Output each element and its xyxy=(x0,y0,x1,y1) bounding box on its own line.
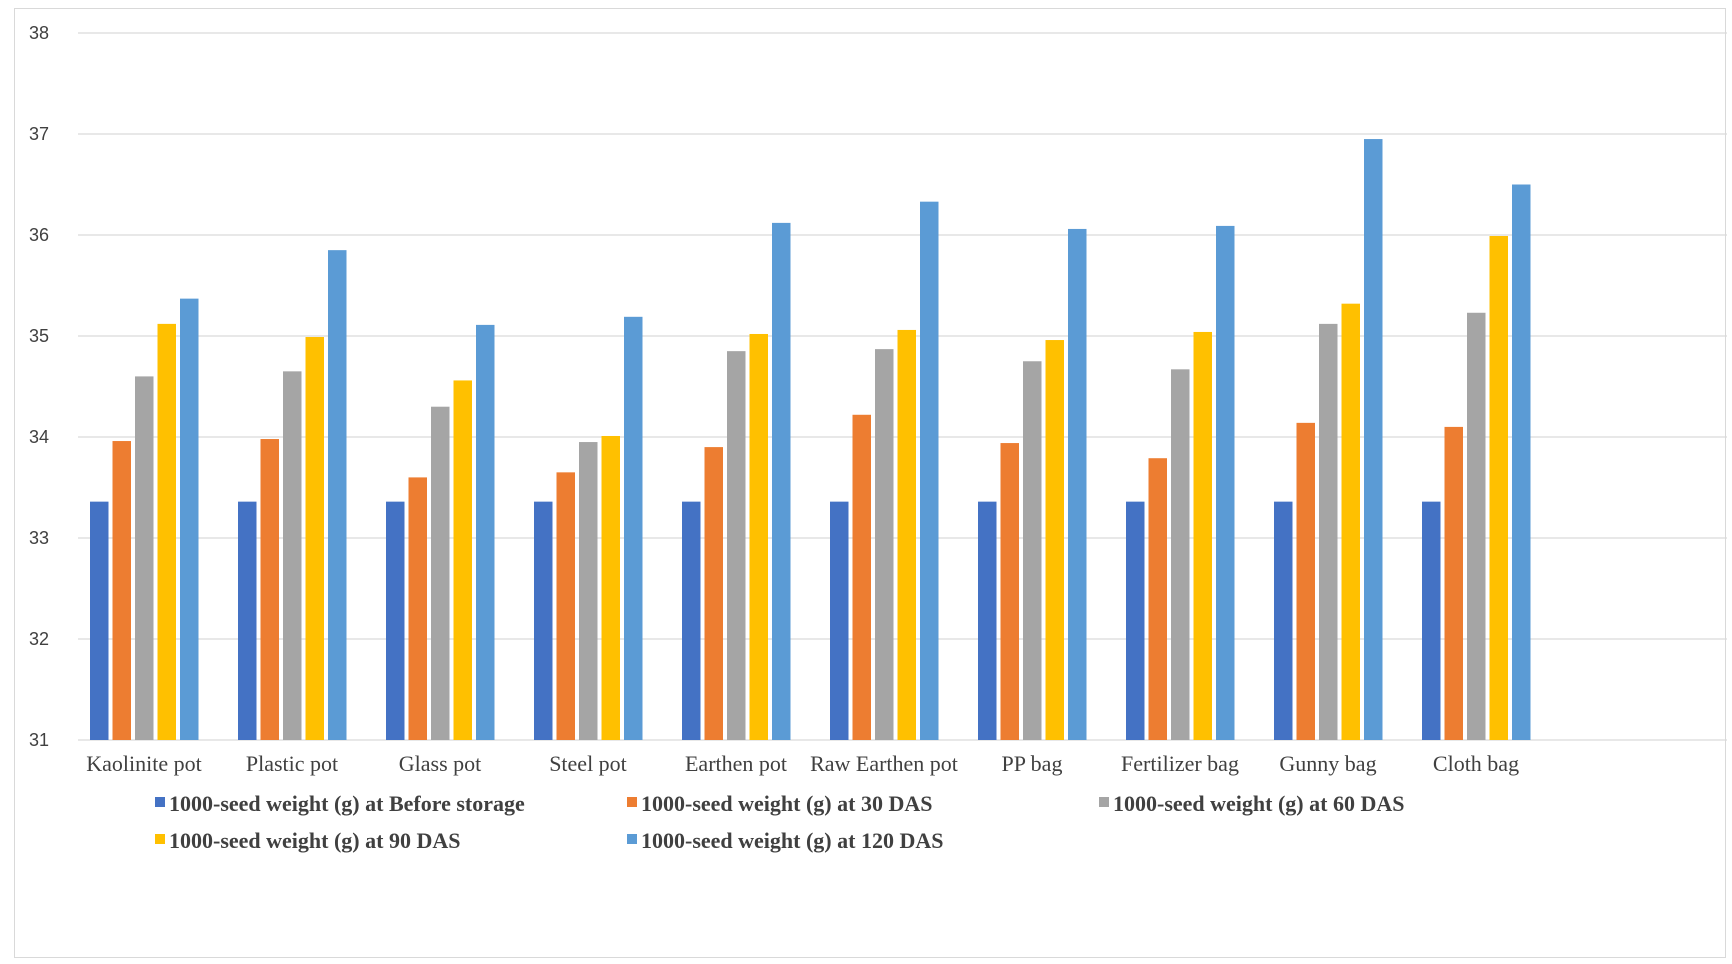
bar xyxy=(601,435,620,740)
legend-swatch xyxy=(627,797,637,807)
legend-label: 1000-seed weight (g) at 120 DAS xyxy=(641,828,943,853)
x-tick-label: Raw Earthen pot xyxy=(810,751,958,776)
bar xyxy=(90,501,109,740)
bar xyxy=(1045,340,1064,740)
legend-swatch xyxy=(627,834,637,844)
bar xyxy=(1023,361,1042,740)
bar xyxy=(830,501,849,740)
bar xyxy=(704,447,723,740)
bar xyxy=(1444,426,1463,740)
legend-swatch xyxy=(155,797,165,807)
x-tick-label: Glass pot xyxy=(399,751,482,776)
x-axis-ticks: Kaolinite pot Plastic pot Glass pot Steel p… xyxy=(86,751,1519,776)
bars xyxy=(90,139,1531,741)
bar xyxy=(875,349,894,740)
bar xyxy=(476,324,495,740)
bar xyxy=(772,222,791,740)
bar xyxy=(1341,303,1360,740)
bar xyxy=(897,329,916,740)
bar xyxy=(1512,184,1531,740)
bar xyxy=(1193,331,1212,740)
bar xyxy=(1467,312,1486,740)
legend-swatch xyxy=(1099,797,1109,807)
bar xyxy=(579,442,598,740)
bar xyxy=(260,439,279,740)
x-tick-label: PP bag xyxy=(1002,751,1063,776)
y-tick-label: 33 xyxy=(29,528,49,548)
y-tick-label: 34 xyxy=(29,427,49,447)
legend-label: 1000-seed weight (g) at Before storage xyxy=(169,791,525,816)
bar xyxy=(283,371,302,740)
bar xyxy=(1068,228,1087,740)
legend-label: 1000-seed weight (g) at 30 DAS xyxy=(641,791,932,816)
x-tick-label: Steel pot xyxy=(549,751,627,776)
bar xyxy=(1216,225,1235,740)
bar xyxy=(1274,501,1293,740)
bar xyxy=(749,333,768,740)
bar xyxy=(1171,369,1190,740)
bar xyxy=(386,501,405,740)
bar xyxy=(408,477,427,740)
bar xyxy=(852,414,871,740)
bar xyxy=(305,337,324,740)
bar xyxy=(978,501,997,740)
bar xyxy=(453,380,472,740)
x-tick-label: Fertilizer bag xyxy=(1121,751,1239,776)
bar xyxy=(556,472,575,740)
x-tick-label: Plastic pot xyxy=(246,751,338,776)
bar xyxy=(135,376,154,740)
bar xyxy=(920,201,939,741)
legend-swatch xyxy=(155,834,165,844)
bar xyxy=(1319,323,1338,740)
x-tick-label: Cloth bag xyxy=(1433,751,1519,776)
bar xyxy=(727,351,746,740)
legend-label: 1000-seed weight (g) at 60 DAS xyxy=(1113,791,1404,816)
bar-chart: 31 32 33 34 35 36 37 38 Kaolinite pot Plastic po… xyxy=(29,23,1727,853)
bar xyxy=(328,250,347,740)
chart-frame: 31 32 33 34 35 36 37 38 Kaolinite pot Plastic po… xyxy=(14,8,1727,958)
bar xyxy=(112,441,131,740)
bar xyxy=(624,316,643,740)
bar xyxy=(682,501,701,740)
y-tick-label: 31 xyxy=(29,730,49,750)
bar xyxy=(157,323,176,740)
bar xyxy=(1000,443,1019,740)
y-axis-ticks: 31 32 33 34 35 36 37 38 xyxy=(29,23,49,750)
legend: 1000-seed weight (g) at Before storage 10… xyxy=(155,791,1404,853)
bar xyxy=(1489,236,1508,740)
bar xyxy=(1126,501,1145,740)
x-tick-label: Earthen pot xyxy=(685,751,787,776)
bar xyxy=(431,406,450,740)
y-tick-label: 37 xyxy=(29,124,49,144)
bar xyxy=(1422,501,1441,740)
legend-label: 1000-seed weight (g) at 90 DAS xyxy=(169,828,460,853)
bar xyxy=(180,298,199,740)
y-tick-label: 38 xyxy=(29,23,49,43)
x-tick-label: Kaolinite pot xyxy=(86,751,201,776)
y-tick-label: 36 xyxy=(29,225,49,245)
bar xyxy=(1296,422,1315,740)
bar xyxy=(534,501,553,740)
y-tick-label: 35 xyxy=(29,326,49,346)
bar xyxy=(1148,458,1167,740)
bar xyxy=(238,501,257,740)
y-tick-label: 32 xyxy=(29,629,49,649)
bar xyxy=(1364,139,1383,741)
x-tick-label: Gunny bag xyxy=(1279,751,1376,776)
